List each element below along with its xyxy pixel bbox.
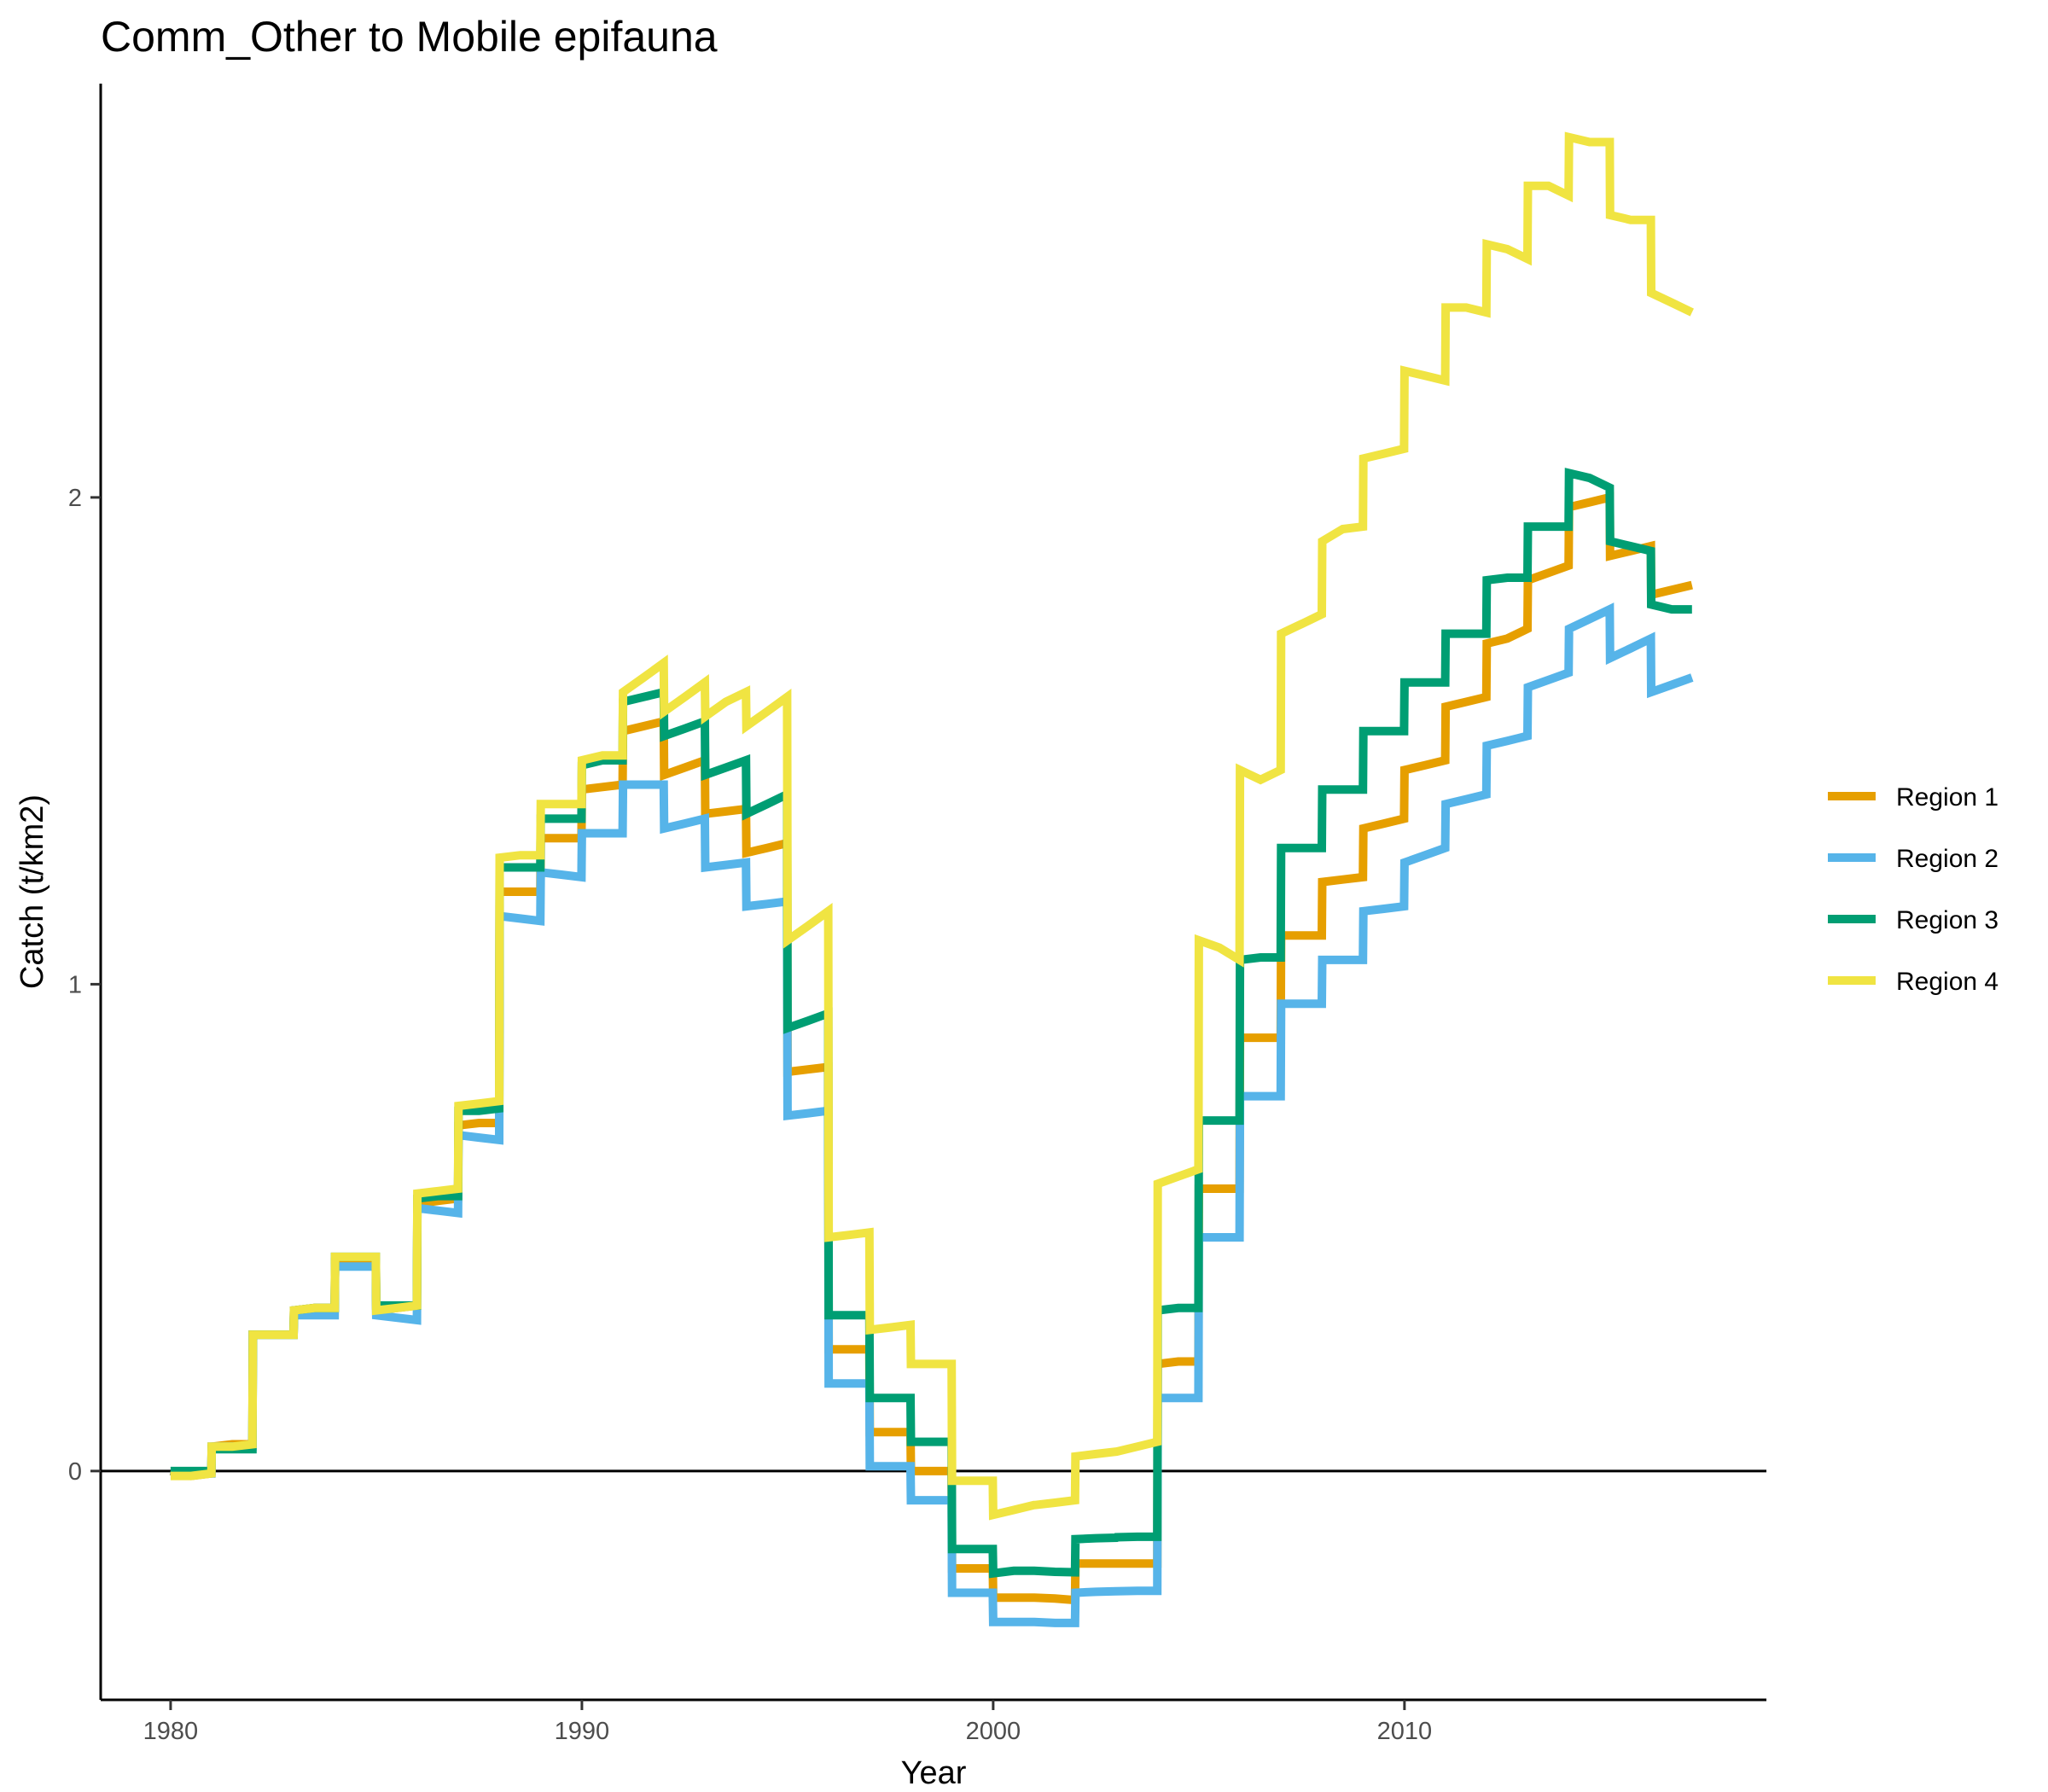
x-tick-label: 1980	[143, 1718, 199, 1745]
legend-label-region-2: Region 2	[1896, 845, 1999, 873]
legend-label-region-1: Region 1	[1896, 783, 1999, 812]
series-line-region-3	[170, 468, 1692, 1579]
series-line-region-1	[169, 492, 1693, 1605]
ticks-layer: 1980 1990 2000 2010 0 1 2	[68, 485, 1432, 1745]
legend: Region 1 Region 2 Region 3 Region 4	[1828, 783, 1999, 996]
legend-label-region-4: Region 4	[1896, 968, 1999, 996]
y-tick-label: 2	[68, 485, 82, 512]
x-tick-label: 2010	[1377, 1718, 1433, 1745]
series-line-region-2	[170, 602, 1694, 1627]
series-line-region-4	[170, 131, 1694, 1521]
y-tick-label: 1	[68, 971, 82, 998]
chart-title: Comm_Other to Mobile epifauna	[101, 13, 718, 61]
y-axis-title: Catch (t/km2)	[15, 794, 50, 989]
x-tick-label: 2000	[966, 1718, 1021, 1745]
x-tick-label: 1990	[555, 1718, 610, 1745]
y-tick-label: 0	[68, 1458, 82, 1486]
x-axis-title: Year	[901, 1755, 967, 1791]
legend-label-region-3: Region 3	[1896, 906, 1999, 934]
series-layer	[169, 131, 1694, 1627]
